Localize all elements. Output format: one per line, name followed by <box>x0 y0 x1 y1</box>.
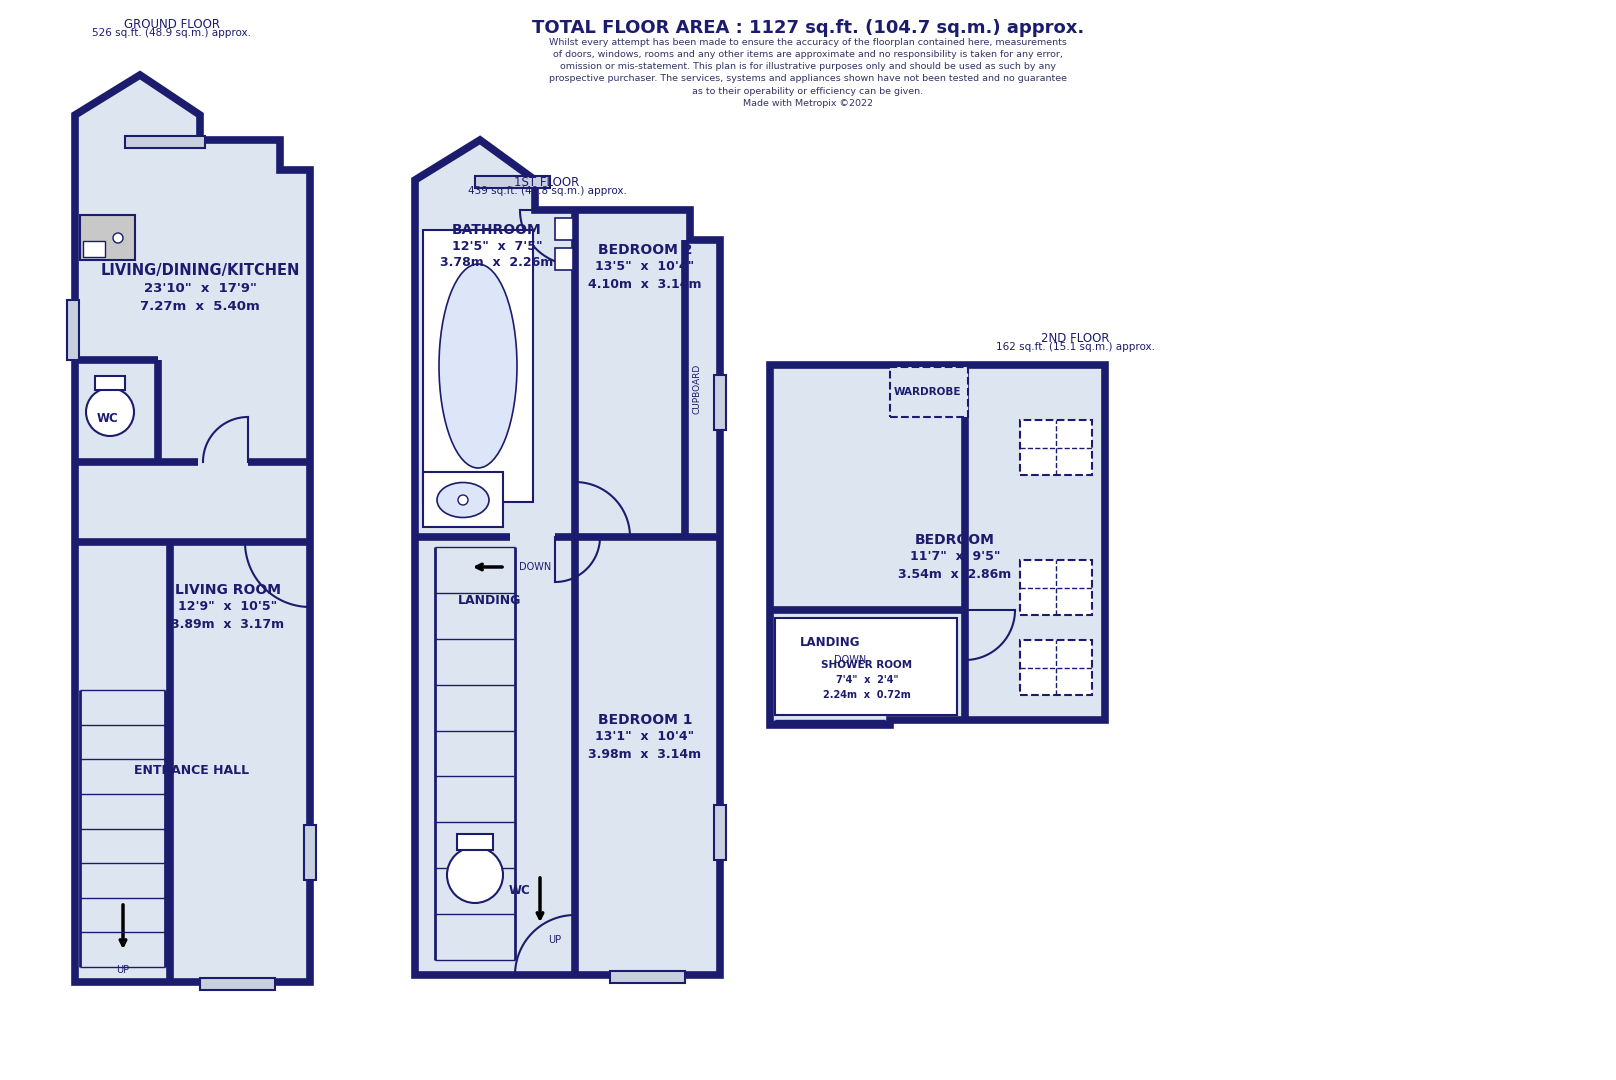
Text: 1ST FLOOR: 1ST FLOOR <box>514 176 580 189</box>
Text: ENTRANCE HALL: ENTRANCE HALL <box>134 764 249 777</box>
Text: LANDING: LANDING <box>800 635 860 648</box>
Bar <box>1020 420 1092 475</box>
Bar <box>95 376 124 390</box>
Bar <box>1020 561 1092 615</box>
Bar <box>304 825 317 880</box>
Bar <box>81 215 136 260</box>
Text: 11'7"  x  9'5": 11'7" x 9'5" <box>910 551 1000 564</box>
Text: UP: UP <box>548 935 562 945</box>
Bar <box>554 218 574 240</box>
Bar <box>423 472 503 527</box>
Text: 3.98m  x  3.14m: 3.98m x 3.14m <box>588 747 701 760</box>
Text: 7'4"  x  2'4": 7'4" x 2'4" <box>835 675 898 685</box>
Ellipse shape <box>440 264 517 468</box>
Text: LIVING ROOM: LIVING ROOM <box>175 583 281 597</box>
Text: LIVING/DINING/KITCHEN: LIVING/DINING/KITCHEN <box>100 262 299 278</box>
Polygon shape <box>74 75 310 982</box>
Bar <box>124 136 205 148</box>
Circle shape <box>113 233 123 243</box>
Bar <box>714 805 726 860</box>
Text: 12'5"  x  7'5": 12'5" x 7'5" <box>452 241 543 254</box>
Circle shape <box>457 495 469 505</box>
Text: 12'9"  x  10'5": 12'9" x 10'5" <box>178 600 278 613</box>
Bar <box>475 176 549 188</box>
Text: 526 sq.ft. (48.9 sq.m.) approx.: 526 sq.ft. (48.9 sq.m.) approx. <box>92 28 252 38</box>
Text: TOTAL FLOOR AREA : 1127 sq.ft. (104.7 sq.m.) approx.: TOTAL FLOOR AREA : 1127 sq.ft. (104.7 sq… <box>532 19 1084 37</box>
Text: 3.78m  x  2.26m: 3.78m x 2.26m <box>441 256 554 270</box>
Bar <box>82 241 105 257</box>
Text: SHOWER ROOM: SHOWER ROOM <box>821 660 913 670</box>
Text: 2ND FLOOR: 2ND FLOOR <box>1041 332 1109 345</box>
Text: 23'10"  x  17'9": 23'10" x 17'9" <box>144 282 257 295</box>
Text: 2.24m  x  0.72m: 2.24m x 0.72m <box>823 690 911 700</box>
Bar <box>423 230 533 502</box>
Text: WC: WC <box>97 413 120 426</box>
Bar <box>609 971 685 983</box>
Text: BEDROOM: BEDROOM <box>915 534 995 546</box>
Text: LANDING: LANDING <box>459 594 522 607</box>
Bar <box>457 834 493 850</box>
Text: 7.27m  x  5.40m: 7.27m x 5.40m <box>141 299 260 312</box>
Text: 3.89m  x  3.17m: 3.89m x 3.17m <box>171 618 284 631</box>
Text: BATHROOM: BATHROOM <box>452 222 541 237</box>
Bar <box>1020 640 1092 696</box>
Text: DOWN: DOWN <box>519 562 551 572</box>
Bar <box>714 375 726 430</box>
Bar <box>200 978 275 990</box>
Ellipse shape <box>436 483 490 517</box>
Text: 162 sq.ft. (15.1 sq.m.) approx.: 162 sq.ft. (15.1 sq.m.) approx. <box>995 342 1154 352</box>
Text: WARDROBE: WARDROBE <box>894 387 962 397</box>
Bar <box>776 618 957 715</box>
Text: Whilst every attempt has been made to ensure the accuracy of the floorplan conta: Whilst every attempt has been made to en… <box>549 38 1067 108</box>
Bar <box>554 248 574 270</box>
Polygon shape <box>415 140 721 975</box>
Bar <box>66 300 79 360</box>
Text: UP: UP <box>116 966 129 975</box>
Text: WC: WC <box>509 883 532 896</box>
Text: CUPBOARD: CUPBOARD <box>693 364 701 414</box>
Text: 3.54m  x  2.86m: 3.54m x 2.86m <box>898 567 1012 581</box>
Text: BEDROOM 2: BEDROOM 2 <box>598 243 692 257</box>
Text: BEDROOM 1: BEDROOM 1 <box>598 713 692 727</box>
Polygon shape <box>769 365 1105 725</box>
Text: DOWN: DOWN <box>834 654 866 665</box>
Text: 439 sq.ft. (40.8 sq.m.) approx.: 439 sq.ft. (40.8 sq.m.) approx. <box>467 186 627 195</box>
Circle shape <box>86 388 134 436</box>
Text: 13'5"  x  10'4": 13'5" x 10'4" <box>595 260 695 273</box>
Text: 13'1"  x  10'4": 13'1" x 10'4" <box>595 730 695 743</box>
Bar <box>890 367 968 417</box>
Text: 4.10m  x  3.14m: 4.10m x 3.14m <box>588 278 701 291</box>
Text: GROUND FLOOR: GROUND FLOOR <box>124 18 220 31</box>
Circle shape <box>448 847 503 903</box>
